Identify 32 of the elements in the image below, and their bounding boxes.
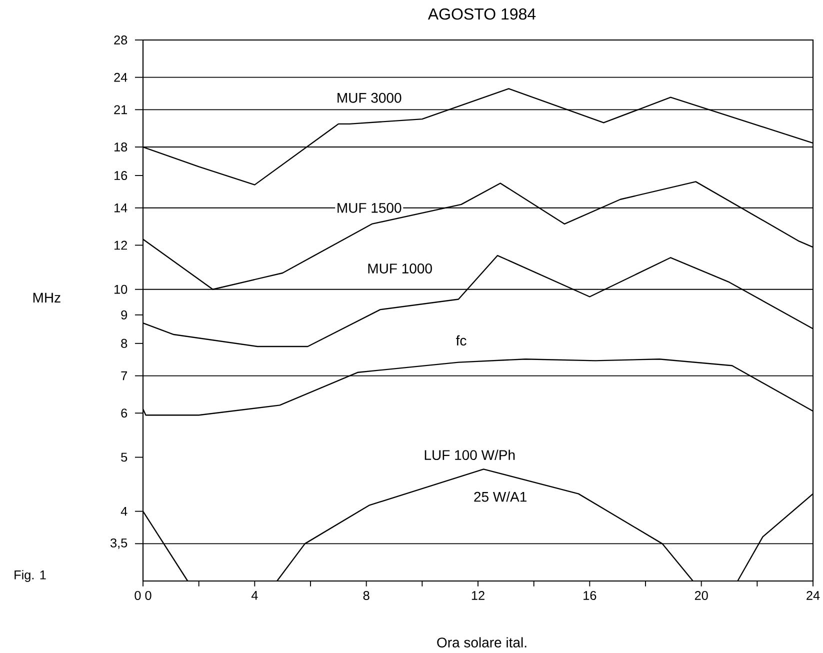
y-tick-label: 5 — [121, 452, 128, 462]
series-label: MUF 1500 — [338, 202, 402, 213]
series-label: MUF 3000 — [338, 92, 402, 103]
caption: Fig. 1 — [14, 570, 46, 582]
x-tick-label: 0 0 — [134, 591, 152, 600]
y-tick-label: 10 — [114, 284, 128, 294]
y-tick-label: 8 — [121, 338, 128, 348]
y-tick-label: 28 — [114, 36, 128, 44]
series-label: fc — [456, 335, 466, 346]
y-tick-label: 14 — [114, 204, 128, 212]
x-tick-label: 4 — [251, 591, 258, 600]
y-tick-label: 16 — [114, 171, 128, 180]
x-axis-title: Ora solare ital. — [437, 637, 526, 648]
x-tick-label: 24 — [806, 591, 820, 600]
y-tick-label: 24 — [114, 72, 128, 82]
y-tick-label: 4 — [120, 506, 128, 516]
text: MUF 1000 — [368, 264, 432, 274]
x-tick-label: 12 — [472, 591, 484, 600]
chart-title: AGOSTO 1984 — [428, 8, 536, 20]
series-label: LUF 100 W/Ph — [424, 450, 515, 460]
y-tick-label: 9 — [121, 310, 128, 320]
y-tick-label: 7 — [121, 371, 127, 380]
y-tick-label: 6 — [121, 408, 128, 418]
x-tick-label: 20 — [694, 591, 708, 600]
y-tick-label: 21 — [114, 105, 127, 114]
y-tick-label: 3,5 — [110, 538, 128, 549]
y-tick-label: 12 — [114, 240, 127, 250]
y-axis-title: MHz — [33, 292, 60, 302]
annotation: 25 W/A1 — [474, 491, 526, 502]
y-tick-label: 18 — [114, 142, 128, 152]
x-tick-label: 16 — [584, 591, 596, 600]
x-tick-label: 8 — [363, 591, 370, 600]
